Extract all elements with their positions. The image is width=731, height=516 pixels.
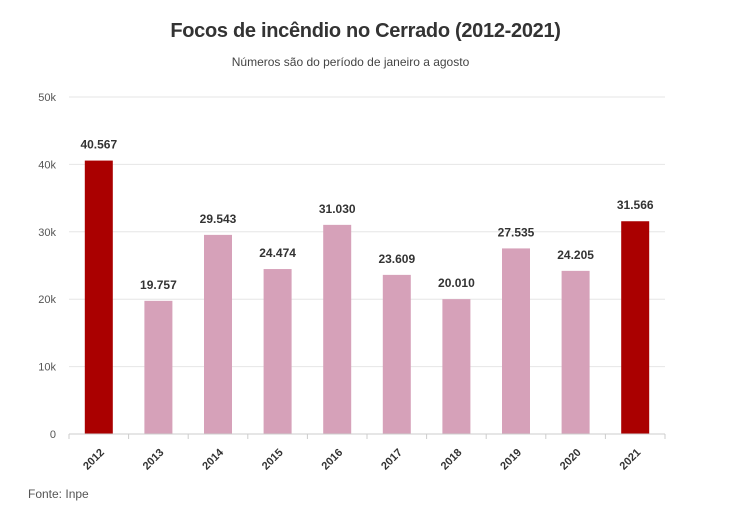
y-axis-ticks: 0 10k 20k 30k 40k 50k (38, 92, 56, 441)
data-label-2019: 27.535 (498, 225, 535, 239)
y-tick-label: 20k (38, 294, 56, 306)
data-labels: 40.567 19.757 29.543 24.474 31.030 23.609 20.0… (80, 138, 653, 292)
data-label-2014: 29.543 (200, 212, 237, 226)
bar-2016 (323, 224, 352, 434)
x-tick-label-2014: 2014 (200, 446, 226, 472)
x-tick-label-2015: 2015 (260, 447, 286, 473)
bar-2021 (621, 221, 650, 434)
bar-2013 (144, 300, 173, 434)
data-label-2017: 23.609 (378, 252, 415, 266)
bar-2020 (561, 270, 590, 434)
x-tick-label-2012: 2012 (81, 447, 107, 473)
data-label-2020: 24.205 (557, 248, 594, 262)
bar-2014 (204, 234, 232, 434)
bar-2018 (442, 299, 471, 434)
x-tick-label-2020: 2020 (558, 447, 584, 473)
data-label-2013: 19.757 (140, 278, 177, 292)
bars (84, 160, 650, 434)
y-tick-label: 30k (38, 227, 56, 239)
data-label-2021: 31.566 (617, 198, 654, 212)
y-tick-label: 50k (38, 92, 56, 104)
x-tick-label-2019: 2019 (498, 447, 524, 473)
bar-2015 (263, 269, 292, 434)
bar-2019 (502, 248, 530, 434)
bar-2017 (382, 274, 411, 434)
x-tick-label-2018: 2018 (439, 447, 465, 473)
data-label-2018: 20.010 (438, 276, 475, 290)
y-tick-label: 10k (38, 362, 56, 374)
x-tick-label-2017: 2017 (379, 447, 405, 473)
x-tick-label-2021: 2021 (618, 447, 644, 473)
data-label-2015: 24.474 (259, 246, 296, 260)
x-axis: 2012 2013 2014 2015 2016 2017 2018 2019 2020 2021 (68, 433, 666, 473)
x-tick-label-2016: 2016 (320, 447, 346, 473)
bar-2012 (84, 160, 113, 434)
chart-subtitle: Números são do período de janeiro a agos… (231, 55, 470, 69)
chart-title: Focos de incêndio no Cerrado (2012-2021) (170, 20, 561, 42)
y-tick-label: 40k (38, 159, 56, 171)
data-label-2012: 40.567 (80, 138, 117, 152)
y-tick-label: 0 (50, 429, 56, 441)
x-tick-label-2013: 2013 (141, 447, 167, 473)
data-label-2016: 31.030 (319, 202, 356, 216)
chart-source: Fonte: Inpe (28, 487, 89, 501)
